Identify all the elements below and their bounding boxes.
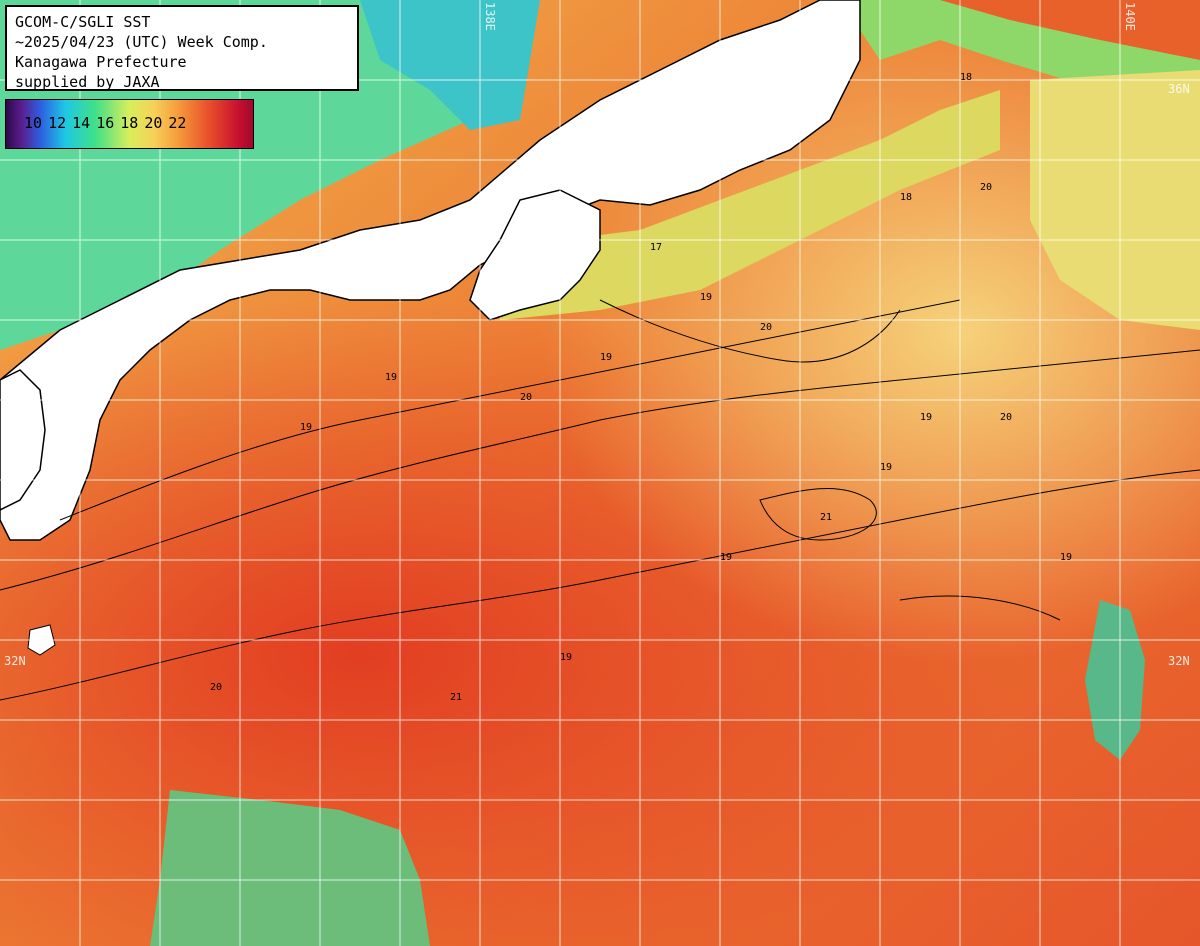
contour-label: 20 bbox=[1000, 412, 1012, 423]
lat-label-36n: 36N bbox=[1168, 82, 1190, 96]
lat-label-32n-left: 32N bbox=[4, 654, 26, 668]
contour-label: 19 bbox=[720, 552, 732, 563]
contour-label: 19 bbox=[880, 462, 892, 473]
legend-tick: 14 bbox=[72, 114, 91, 132]
contour-label: 19 bbox=[600, 352, 612, 363]
land-peninsula bbox=[469, 189, 601, 321]
legend-tick: 16 bbox=[96, 114, 115, 132]
contour-label: 21 bbox=[450, 692, 462, 703]
contour-label: 19 bbox=[1060, 552, 1072, 563]
contour-label: 20 bbox=[210, 682, 222, 693]
contour-label: 18 bbox=[960, 72, 972, 83]
contour-label: 19 bbox=[700, 292, 712, 303]
temperature-color-legend: 10 12 14 16 18 20 22 bbox=[5, 99, 254, 149]
title-line-sensor: GCOM-C/SGLI SST bbox=[15, 13, 151, 31]
contour-label: 18 bbox=[900, 192, 912, 203]
legend-tick: 10 bbox=[24, 114, 43, 132]
warm-north-east bbox=[940, 0, 1200, 60]
south-eddy-region bbox=[150, 790, 430, 946]
contour-label: 20 bbox=[520, 392, 532, 403]
title-line-date: ~2025/04/23 (UTC) Week Comp. bbox=[15, 33, 268, 51]
lon-label-138e: 138E bbox=[483, 2, 497, 31]
lat-label-32n-right: 32N bbox=[1168, 654, 1190, 668]
yellow-east-region bbox=[1030, 70, 1200, 330]
legend-tick: 22 bbox=[168, 114, 187, 132]
title-line-credit: supplied by JAXA bbox=[15, 73, 160, 91]
legend-tick: 18 bbox=[120, 114, 139, 132]
land-kyushu bbox=[0, 369, 46, 511]
yellow-coastal-band bbox=[480, 90, 1000, 320]
contour-value-labels: 19 19 19 20 19 17 18 19 20 21 19 20 19 1… bbox=[210, 72, 1072, 703]
title-line-region: Kanagawa Prefecture bbox=[15, 53, 187, 71]
contour-label: 20 bbox=[760, 322, 772, 333]
legend-tick: 12 bbox=[48, 114, 67, 132]
contour-label: 19 bbox=[300, 422, 312, 433]
contour-label: 19 bbox=[385, 372, 397, 383]
contour-label: 19 bbox=[560, 652, 572, 663]
isotherm-contours bbox=[0, 299, 1200, 701]
legend-labels: 10 12 14 16 18 20 22 bbox=[24, 114, 192, 132]
cool-water-bay bbox=[360, 0, 540, 130]
contour-label: 17 bbox=[650, 242, 662, 253]
contour-label: 20 bbox=[980, 182, 992, 193]
contour-label: 19 bbox=[920, 412, 932, 423]
legend-tick: 20 bbox=[144, 114, 163, 132]
title-box: GCOM-C/SGLI SST ~2025/04/23 (UTC) Week C… bbox=[5, 5, 359, 91]
contour-label: 21 bbox=[820, 512, 832, 523]
lon-label-140e: 140E bbox=[1123, 2, 1137, 31]
